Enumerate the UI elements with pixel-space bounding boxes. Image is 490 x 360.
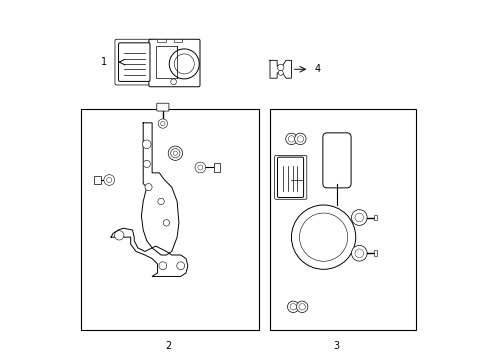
Text: 3: 3 [333, 341, 339, 351]
Circle shape [143, 140, 151, 149]
Circle shape [355, 249, 364, 257]
Circle shape [107, 177, 112, 183]
Circle shape [161, 121, 165, 126]
Circle shape [286, 133, 297, 145]
Circle shape [290, 303, 296, 310]
Bar [81, 109, 259, 330]
Circle shape [299, 303, 305, 310]
Circle shape [173, 151, 177, 156]
FancyBboxPatch shape [119, 43, 150, 81]
Circle shape [158, 119, 168, 128]
Circle shape [297, 136, 304, 142]
Text: 2: 2 [165, 341, 172, 351]
Circle shape [168, 146, 182, 160]
Bar [214, 163, 220, 172]
Circle shape [163, 220, 170, 226]
Circle shape [198, 165, 203, 170]
Circle shape [277, 64, 284, 71]
Circle shape [143, 160, 150, 167]
Circle shape [278, 70, 283, 75]
Circle shape [288, 136, 294, 142]
Circle shape [104, 175, 115, 185]
Circle shape [294, 133, 306, 145]
Circle shape [171, 149, 180, 158]
Bar [373, 250, 377, 256]
Circle shape [115, 231, 124, 240]
FancyBboxPatch shape [323, 133, 351, 188]
Bar [270, 109, 416, 330]
Circle shape [171, 79, 176, 85]
Circle shape [177, 262, 185, 270]
Circle shape [158, 198, 164, 204]
Bar [157, 39, 167, 42]
Text: 1: 1 [101, 57, 107, 67]
Circle shape [145, 184, 152, 191]
Bar [173, 39, 182, 42]
Circle shape [195, 162, 206, 173]
Circle shape [355, 213, 364, 222]
Polygon shape [270, 60, 292, 78]
Bar [373, 215, 377, 220]
FancyBboxPatch shape [277, 157, 304, 198]
Text: 4: 4 [315, 64, 321, 74]
Circle shape [169, 49, 199, 79]
Bar [156, 46, 177, 78]
Circle shape [299, 213, 348, 261]
Circle shape [296, 301, 308, 312]
FancyBboxPatch shape [149, 39, 200, 87]
Circle shape [174, 54, 194, 74]
Polygon shape [111, 228, 188, 276]
Bar [94, 176, 100, 184]
Polygon shape [142, 123, 179, 255]
Circle shape [288, 301, 299, 312]
Circle shape [292, 205, 356, 269]
Circle shape [351, 210, 367, 225]
Circle shape [351, 246, 367, 261]
Circle shape [159, 262, 167, 270]
FancyBboxPatch shape [157, 103, 169, 111]
